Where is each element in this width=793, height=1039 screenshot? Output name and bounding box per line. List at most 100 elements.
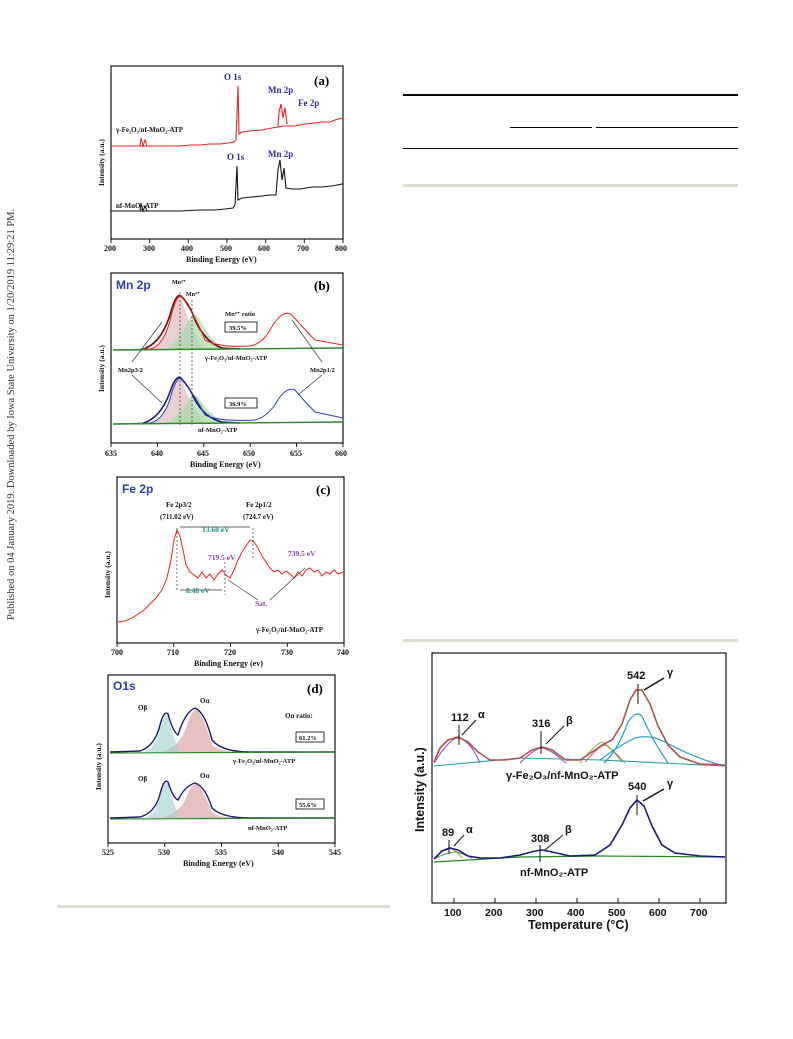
tpr-top-alpha-arrow <box>461 719 477 736</box>
tpr-bot-alpha-arrow <box>453 834 465 847</box>
table-sub-rule-left <box>510 127 592 128</box>
panel-d-xticks: 525 530 535 540 545 <box>102 843 341 857</box>
tpr-bot-540: 540 <box>628 781 646 793</box>
oratio-top-box <box>295 731 325 743</box>
mn3-label: Mn³⁺ <box>172 280 186 286</box>
mn2p12-label: Mn2p1/2 <box>310 367 335 374</box>
svg-text:600: 600 <box>649 907 667 919</box>
svg-text:300: 300 <box>143 244 155 253</box>
panel-b-xticks: 635 640 645 650 655 660 <box>105 443 347 458</box>
tpr-top-542: 542 <box>627 670 645 682</box>
panel-a-label: (a) <box>314 73 329 88</box>
panel-b-label: (b) <box>314 278 330 293</box>
panel-b-xlabel: Binding Energy (eV) <box>190 460 261 469</box>
o1s-top-label: O 1s <box>224 72 242 82</box>
svg-text:530: 530 <box>158 848 170 857</box>
panel-c-frame <box>116 476 345 644</box>
tpr-top-beta-arrow <box>545 725 565 745</box>
svg-text:540: 540 <box>272 848 284 857</box>
tpr-sample-bot: nf-MnO₂-ATP <box>520 867 588 879</box>
mn4-label: Mn⁴⁺ <box>186 292 200 298</box>
tpr-top-beta: β <box>566 715 573 727</box>
tpr-top-112: 112 <box>451 712 469 724</box>
tpr-bot-beta: β <box>565 824 572 836</box>
svg-text:730: 730 <box>281 648 293 657</box>
ratio-top-value: 39.5% <box>229 325 247 332</box>
oalpha-top-label: Oα <box>200 697 209 705</box>
sample-bot-label: nf-MnO₂-ATP <box>116 202 159 210</box>
o1s-top-oalpha-fill <box>160 709 240 752</box>
svg-text:655: 655 <box>290 449 302 458</box>
svg-text:500: 500 <box>220 244 232 253</box>
ratio-bot-box <box>224 397 258 409</box>
tpr-ylabel: Intensity (a.u.) <box>413 747 427 832</box>
sample-top-label: γ-Fe₂O₃/nf-MnO₂-ATP <box>115 126 184 134</box>
svg-text:650: 650 <box>243 449 255 458</box>
svg-text:500: 500 <box>608 907 626 919</box>
o1s-top-envelope <box>109 707 335 753</box>
o1s-bot-oalpha-fill <box>160 783 240 818</box>
sat-arrow-1 <box>227 579 259 601</box>
svg-text:700: 700 <box>297 244 309 253</box>
tpr-bot-alpha: α <box>466 824 473 836</box>
oratio-top-value: 61.2% <box>299 735 317 742</box>
fe-sat-gap-label: 8.48 eV <box>186 586 210 595</box>
panel-c-xlabel: Binding Energy (ev) <box>194 659 263 668</box>
panel-a-xlabel: Binding Energy (eV) <box>186 255 257 264</box>
panel-d-xlabel: Binding Energy (eV) <box>183 859 254 868</box>
o1s-sample-top: γ-Fe₂O₃/nf-MnO₂-ATP <box>232 758 295 765</box>
mn-top-raw <box>112 295 344 351</box>
mn-bot-baseline <box>112 421 344 425</box>
tpr-xticks: 100 200 300 400 500 600 700 <box>444 898 708 919</box>
tpr-bot-gamma: γ <box>667 778 674 790</box>
o1s-top-obeta-fill <box>145 715 180 752</box>
o1s-bot-label: O 1s <box>227 152 245 162</box>
table-top-rule <box>403 94 738 96</box>
panel-c-ylabel: Intensity (a.u.) <box>103 551 112 598</box>
tpr-top-baseline <box>433 757 726 767</box>
panel-d-label: (d) <box>307 681 323 696</box>
mn-top-baseline <box>112 347 344 351</box>
tpr-top-gauss-alpha <box>433 737 481 764</box>
svg-text:710: 710 <box>167 648 179 657</box>
series-line-nf-mno2-atp-small <box>139 202 148 213</box>
oratio-bot-value: 55.6% <box>299 802 317 809</box>
panel-d-ylabel: Intensity (a.u.) <box>94 743 103 790</box>
table-mid-rule <box>403 148 738 150</box>
ratio-top-box <box>224 321 258 333</box>
fe-p12-label: Fe 2p1/2 <box>246 501 272 509</box>
table-bottom-rule <box>403 184 738 187</box>
svg-text:200: 200 <box>485 907 503 919</box>
table-sub-rule-right <box>596 127 738 128</box>
mn-sample-top: γ-Fe₂O₃/nf-MnO₂-ATP <box>204 355 267 362</box>
series-line-fe-mno2-atp-mn <box>277 103 288 127</box>
mn2p-bot-label: Mn 2p <box>268 149 293 159</box>
o1s-top-baseline <box>109 751 336 754</box>
oalpha-ratio-title: Oα ratio: <box>285 712 313 720</box>
panel-a-xticks: 200 300 400 500 600 700 800 <box>104 239 347 253</box>
fe-p32-value: (711.02 eV) <box>160 513 194 521</box>
tpr-top-316: 316 <box>532 718 550 730</box>
o1s-bot-obeta-fill <box>145 783 180 818</box>
svg-text:640: 640 <box>151 449 163 458</box>
svg-text:300: 300 <box>526 907 544 919</box>
svg-text:635: 635 <box>105 449 117 458</box>
svg-text:645: 645 <box>197 449 209 458</box>
svg-text:400: 400 <box>181 244 193 253</box>
tpr-bot-baseline <box>433 855 726 863</box>
series-line-fe-mno2-atp <box>111 85 344 147</box>
tpr-top-gamma: γ <box>667 667 674 679</box>
tpr-top-gauss-g3 <box>603 713 669 764</box>
tpr-xlabel: Temperature (°C) <box>528 918 629 932</box>
svg-text:400: 400 <box>567 907 585 919</box>
oalpha-bot-label: Oα <box>200 772 209 780</box>
fe2p-top-label: Fe 2p <box>298 98 319 108</box>
series-line-fe-mno2-atp-small <box>139 137 148 148</box>
tpr-bot-gamma-arrow <box>642 788 665 802</box>
p12-arrow-up <box>291 319 323 363</box>
svg-text:740: 740 <box>337 648 349 657</box>
svg-text:545: 545 <box>329 848 341 857</box>
o1s-bot-envelope <box>109 780 335 819</box>
